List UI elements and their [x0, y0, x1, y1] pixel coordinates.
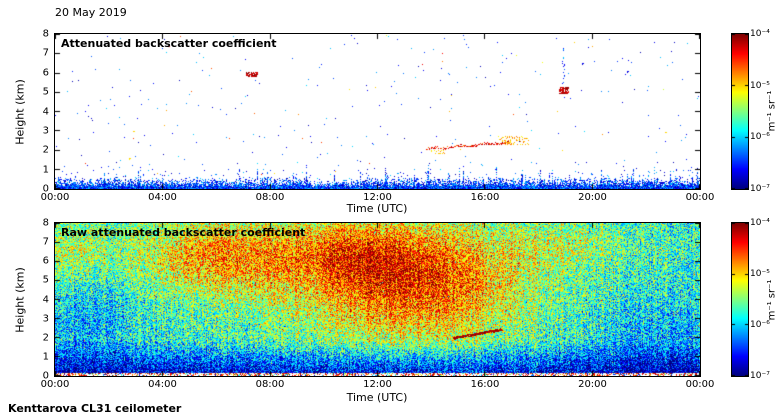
plot2-title: Raw attenuated backscatter coefficient [61, 226, 306, 239]
y-tick-label: 0 [42, 370, 49, 382]
x-tick-label: 16:00 [470, 192, 500, 203]
plot2-colorbar-unit-label: m⁻¹ sr⁻¹ [766, 279, 778, 321]
y-tick-label: 1 [42, 351, 49, 363]
colorbar-tick-label: 10⁻⁴ [750, 29, 770, 39]
y-tick-label: 5 [42, 274, 49, 286]
x-tick-label: 00:00 [685, 379, 715, 390]
plot1-y-axis-label: Height (km) [13, 79, 27, 145]
colorbar-tick-label: 10⁻⁵ [750, 80, 770, 91]
y-tick-label: 7 [42, 236, 49, 248]
y-tick-label: 3 [42, 313, 49, 325]
date-label: 20 May 2019 [55, 6, 127, 19]
station-label: Kenttarova CL31 ceilometer [8, 402, 182, 415]
x-tick-label: 12:00 [363, 192, 392, 203]
plot1-colorbar [731, 33, 749, 190]
plot2-colorbar [731, 222, 749, 377]
x-tick-label: 00:00 [40, 192, 70, 203]
x-tick-label: 20:00 [578, 192, 607, 203]
colorbar-tick-label: 10⁻⁷ [750, 371, 770, 381]
colorbar-tick-label: 10⁻⁴ [750, 218, 770, 228]
plot2-y-axis-label: Height (km) [13, 267, 27, 333]
y-tick-label: 0 [42, 183, 49, 195]
y-tick-label: 4 [42, 294, 49, 305]
plot1-x-axis-label: Time (UTC) [346, 202, 408, 215]
y-tick-label: 1 [42, 164, 49, 176]
x-tick-label: 04:00 [148, 379, 177, 390]
y-tick-label: 6 [42, 255, 49, 267]
x-tick-label: 16:00 [470, 379, 500, 390]
x-tick-label: 00:00 [40, 379, 70, 390]
x-tick-label: 08:00 [255, 192, 285, 203]
y-tick-label: 2 [42, 144, 49, 156]
y-tick-label: 8 [42, 217, 49, 229]
plot1-colorbar-unit-label: m⁻¹ sr⁻¹ [766, 90, 778, 132]
colorbar-tick-label: 10⁻⁵ [750, 269, 770, 279]
plot1-title: Attenuated backscatter coefficient [61, 37, 277, 50]
y-tick-label: 5 [42, 86, 49, 98]
x-tick-label: 12:00 [363, 379, 392, 390]
x-tick-label: 08:00 [255, 379, 285, 390]
x-tick-label: 04:00 [148, 192, 177, 203]
y-tick-label: 2 [42, 332, 49, 344]
raw-attenuated-backscatter-heatmap [54, 222, 701, 377]
y-tick-label: 6 [42, 67, 49, 79]
y-tick-label: 3 [42, 125, 49, 137]
colorbar-tick-label: 10⁻⁷ [750, 184, 770, 194]
y-tick-label: 4 [42, 106, 49, 117]
colorbar-tick-label: 10⁻⁶ [750, 132, 770, 143]
colorbar-tick-label: 10⁻⁶ [750, 320, 770, 330]
x-tick-label: 20:00 [578, 379, 607, 390]
attenuated-backscatter-heatmap [54, 33, 701, 190]
y-tick-label: 7 [42, 47, 49, 59]
x-tick-label: 00:00 [685, 192, 715, 203]
y-tick-label: 8 [42, 28, 49, 40]
plot2-x-axis-label: Time (UTC) [346, 391, 408, 404]
